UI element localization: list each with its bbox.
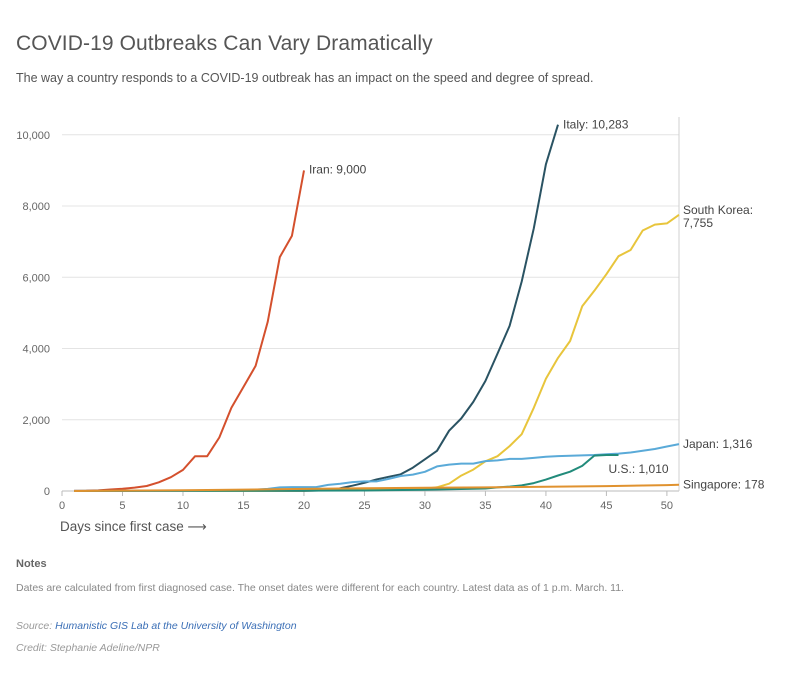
line-chart: 0 2,000 4,000 6,000 8,000 10,000 0 5 10 15 20 25 30… (16, 117, 765, 534)
series-label-iran: Iran: 9,000 (309, 162, 367, 176)
x-tick-label: 30 (419, 500, 431, 512)
source-label: Source: (16, 620, 53, 632)
x-tick-label: 40 (540, 500, 552, 512)
series-labels: Iran: 9,000 Italy: 10,283 South Korea: 7,75… (309, 118, 765, 492)
credit-line: Credit: Stephanie Adeline/NPR (16, 642, 160, 654)
x-axis-label: Days since first case ⟶ (60, 519, 207, 534)
y-tick-label: 2,000 (22, 415, 50, 427)
page-subtitle: The way a country responds to a COVID-19… (16, 71, 594, 85)
x-tick-label: 10 (177, 500, 189, 512)
y-tick-label: 0 (44, 486, 50, 498)
y-tick-label: 8,000 (22, 201, 50, 213)
series-group (74, 124, 680, 492)
series-line-singapore (74, 483, 680, 492)
grid-lines (62, 117, 680, 492)
series-label-south-korea: South Korea: 7,755 (683, 203, 753, 230)
x-tick-label: 20 (298, 500, 310, 512)
x-tick-label: 0 (59, 500, 65, 512)
x-tick-label: 25 (358, 500, 370, 512)
x-tick-label: 5 (119, 500, 125, 512)
x-tick-label: 15 (237, 500, 249, 512)
y-axis: 0 2,000 4,000 6,000 8,000 10,000 (16, 130, 50, 498)
notes-text: Dates are calculated from first diagnose… (16, 582, 624, 594)
source-link[interactable]: Humanistic GIS Lab at the University of … (55, 620, 297, 632)
series-label-japan: Japan: 1,316 (683, 437, 753, 451)
x-tick-label: 50 (661, 500, 673, 512)
x-tick-label: 35 (479, 500, 491, 512)
y-tick-label: 10,000 (16, 130, 50, 142)
series-line-japan (74, 443, 680, 492)
source-line: Source: Humanistic GIS Lab at the Univer… (16, 620, 297, 632)
series-line-u-s (74, 454, 619, 492)
series-label-italy: Italy: 10,283 (563, 118, 629, 132)
y-tick-label: 6,000 (22, 272, 50, 284)
x-tick-label: 45 (600, 500, 612, 512)
series-line-south-korea (74, 213, 680, 492)
x-axis: 0 5 10 15 20 25 30 35 40 45 50 (59, 491, 673, 512)
series-line-italy (74, 124, 559, 492)
series-label-u-s: U.S.: 1,010 (609, 462, 669, 476)
notes-heading: Notes (16, 558, 47, 570)
series-label-singapore: Singapore: 178 (683, 478, 765, 492)
y-tick-label: 4,000 (22, 344, 50, 356)
page-title: COVID-19 Outbreaks Can Vary Dramatically (16, 32, 433, 55)
series-line-iran (74, 170, 305, 492)
